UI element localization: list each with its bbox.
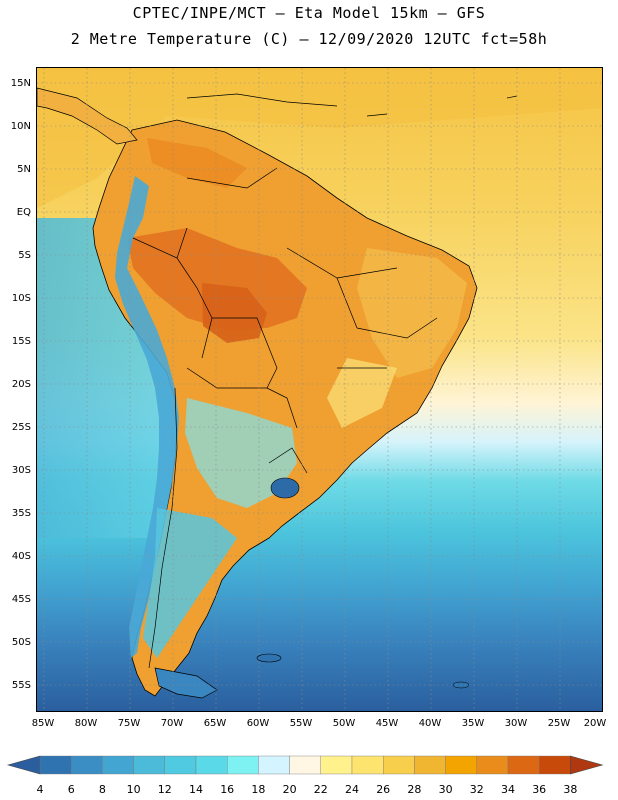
andes-cold-belt [115, 176, 179, 658]
lat-label: 5S [18, 250, 31, 261]
colorbar-tick-label: 34 [501, 783, 515, 796]
lon-label: 60W [246, 718, 270, 729]
lon-label: 35W [461, 718, 485, 729]
colorbar-cell [102, 755, 134, 775]
lon-label: 75W [117, 718, 141, 729]
colorbar-tick-label: 26 [376, 783, 391, 796]
border-peru-brazil [176, 257, 213, 359]
temperature-map-svg [37, 68, 602, 711]
colorbar-tick-label: 4 [36, 783, 44, 796]
lat-label: 30S [11, 465, 31, 476]
colorbar-tick-label: 20 [282, 783, 297, 796]
colorbar-arrow-high [570, 755, 604, 775]
colorbar-tick-label: 12 [157, 783, 172, 796]
colorbar-cell [258, 755, 290, 775]
border-bolivia-brazil [212, 317, 278, 389]
colorbar-cell [133, 755, 166, 775]
colorbar-tick-label: 18 [251, 783, 266, 796]
border-chile-argentina [148, 387, 178, 669]
lon-label: 40W [418, 718, 442, 729]
southeast-brazil-mild [327, 358, 397, 428]
lat-label: 25S [11, 422, 31, 433]
northeast-brazil-warm [357, 248, 467, 378]
colorbar-cell [476, 755, 509, 775]
colorbar-tick-label: 38 [563, 783, 578, 796]
colorbar-cell [289, 755, 322, 775]
lat-label: EQ [16, 207, 31, 218]
colorbar-cell [195, 755, 228, 775]
border-brazil-states [286, 247, 438, 369]
lon-label: 85W [31, 718, 55, 729]
lon-label: 50W [332, 718, 356, 729]
lon-label: 70W [160, 718, 184, 729]
lat-label: 35S [11, 508, 31, 519]
colorbar-tick-label: 22 [313, 783, 328, 796]
tierra-del-fuego [154, 667, 218, 699]
colorbar-arrow-low [6, 755, 41, 775]
pampas-cool [185, 398, 297, 508]
map-title-block: CPTEC/INPE/MCT — Eta Model 15km — GFS 2 … [0, 0, 618, 52]
lat-label: 20S [11, 379, 31, 390]
colorbar-cell [539, 755, 571, 775]
lon-label: 45W [375, 718, 399, 729]
lat-label: 10N [10, 121, 31, 132]
map-gridlines [37, 68, 602, 711]
colorbar-tick-label: 10 [126, 783, 141, 796]
colorbar-tick-label: 14 [189, 783, 203, 796]
border-venezuela-brazil [186, 167, 278, 189]
map-title-line-2: 2 Metre Temperature (C) — 12/09/2020 12U… [70, 30, 548, 48]
map-title-line-1: CPTEC/INPE/MCT — Eta Model 15km — GFS [132, 4, 486, 22]
temperature-map [36, 67, 603, 712]
lon-label: 30W [504, 718, 528, 729]
colorbar-cell [226, 755, 259, 775]
lon-label: 65W [203, 718, 227, 729]
lagoa-dos-patos [270, 477, 300, 499]
colorbar-cell [70, 755, 103, 775]
colorbar-tick-label: 32 [469, 783, 484, 796]
lon-label: 80W [74, 718, 98, 729]
lon-label: 25W [547, 718, 571, 729]
colorbar-tick-label: 30 [438, 783, 453, 796]
lat-label: 50S [11, 637, 31, 648]
lon-label: 20W [583, 718, 607, 729]
lat-label: 5N [17, 164, 31, 175]
lat-label: 15S [11, 336, 31, 347]
caribbean-islands [186, 93, 518, 117]
colorbar-cell [507, 755, 540, 775]
colorbar-cell [164, 755, 197, 775]
venezuela-hot [147, 138, 247, 188]
central-america-land [37, 87, 138, 145]
lat-label: 15N [10, 78, 31, 89]
colorbar-cell [383, 755, 415, 775]
temperature-colorbar [6, 755, 604, 775]
lat-label: 10S [11, 293, 31, 304]
patagonia-cool [143, 508, 237, 658]
colorbar-cell [39, 755, 72, 775]
lat-label: 55S [11, 680, 31, 691]
colorbar-tick-label: 16 [220, 783, 235, 796]
lon-label: 55W [289, 718, 313, 729]
colorbar-tick-label: 6 [67, 783, 75, 796]
colorbar-tick-label: 28 [407, 783, 422, 796]
caribbean-warm-sea [37, 68, 602, 208]
colorbar-cell [351, 755, 384, 775]
colorbar-cell [320, 755, 353, 775]
lat-label: 45S [11, 594, 31, 605]
border-bolivia-argentina [186, 367, 267, 389]
country-borders [132, 167, 438, 669]
border-paraguay [266, 387, 298, 429]
colorbar-cell [414, 755, 446, 775]
colorbar-tick-label: 36 [532, 783, 547, 796]
colorbar-tick-label: 24 [345, 783, 359, 796]
colorbar-tick-label: 8 [98, 783, 106, 796]
lat-label: 40S [11, 551, 31, 562]
amazon-hot-core [127, 228, 307, 330]
falkland-islands [256, 653, 282, 663]
colorbar-cell [445, 755, 478, 775]
